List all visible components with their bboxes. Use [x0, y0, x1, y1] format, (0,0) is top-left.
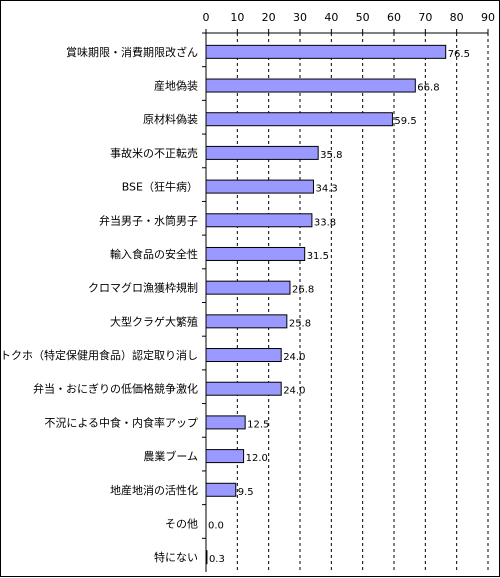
value-label-12: 12.0 — [246, 453, 268, 464]
x-tick-label-40: 40 — [324, 11, 338, 24]
x-tick-label-60: 60 — [387, 11, 401, 24]
bar-9 — [205, 348, 282, 363]
x-tick-label-20: 20 — [262, 11, 276, 24]
bar-12 — [205, 449, 245, 464]
x-tick-label-70: 70 — [418, 11, 432, 24]
value-label-4: 34.3 — [315, 184, 337, 195]
category-label-14: その他 — [165, 517, 198, 530]
x-tick-label-0: 0 — [203, 11, 210, 24]
value-label-5: 33.8 — [314, 217, 336, 228]
bar-0 — [205, 44, 447, 59]
value-label-1: 66.8 — [417, 83, 439, 94]
value-label-10: 24.0 — [283, 386, 305, 397]
bar-1 — [205, 78, 416, 93]
value-label-15: 0.3 — [209, 554, 225, 565]
category-label-4: BSE（狂牛病） — [122, 180, 198, 194]
x-tick-label-90: 90 — [481, 11, 495, 24]
value-label-8: 25.8 — [289, 318, 311, 329]
value-label-6: 31.5 — [307, 251, 329, 262]
bar-10 — [205, 381, 282, 396]
bar-5 — [205, 213, 313, 228]
category-label-2: 原材料偽装 — [143, 112, 198, 126]
bar-13 — [205, 482, 237, 497]
category-label-9: トクホ（特定保健用食品）認定取り消し — [1, 348, 198, 362]
bar-4 — [205, 179, 314, 194]
value-label-14: 0.0 — [208, 520, 224, 531]
axes — [202, 29, 489, 572]
category-label-11: 不況による中食・内食率アップ — [44, 415, 198, 429]
category-label-6: 輸入食品の安全性 — [110, 247, 198, 261]
value-label-9: 24.0 — [283, 352, 305, 363]
category-label-15: 特にない — [154, 550, 198, 564]
x-tick-label-30: 30 — [293, 11, 307, 24]
category-label-5: 弁当男子・水筒男子 — [99, 213, 198, 227]
bar-6 — [205, 246, 306, 261]
value-label-0: 76.5 — [448, 49, 470, 60]
category-label-0: 賞味期限・消費期限改ざん — [66, 45, 198, 59]
bar-2 — [205, 112, 393, 127]
x-tick-label-10: 10 — [230, 11, 244, 24]
bar-8 — [205, 314, 288, 329]
value-label-13: 9.5 — [238, 487, 254, 498]
value-label-2: 59.5 — [394, 116, 416, 127]
value-label-11: 12.5 — [247, 419, 269, 430]
value-label-7: 26.8 — [292, 285, 314, 296]
x-tick-label-50: 50 — [356, 11, 370, 24]
category-label-10: 弁当・おにぎりの低価格競争激化 — [33, 382, 198, 396]
category-label-13: 地産地消の活性化 — [110, 483, 198, 497]
labels: 0 10 20 30 40 50 60 70 80 90 賞味期限・消費期限改ざん 76.5 産地偽装 6… — [1, 11, 495, 565]
bar-7 — [205, 280, 291, 295]
category-label-7: クロマグロ漁獲枠規制 — [88, 281, 198, 295]
category-label-12: 農業ブーム — [143, 449, 198, 463]
x-tick-label-80: 80 — [450, 11, 464, 24]
category-label-3: 事故米の不正転売 — [110, 146, 198, 160]
bar-3 — [205, 145, 319, 160]
bar-11 — [205, 415, 246, 430]
category-label-8: 大型クラゲ大繁殖 — [110, 314, 198, 328]
category-label-1: 産地偽装 — [154, 79, 198, 93]
value-label-3: 35.8 — [320, 150, 342, 161]
